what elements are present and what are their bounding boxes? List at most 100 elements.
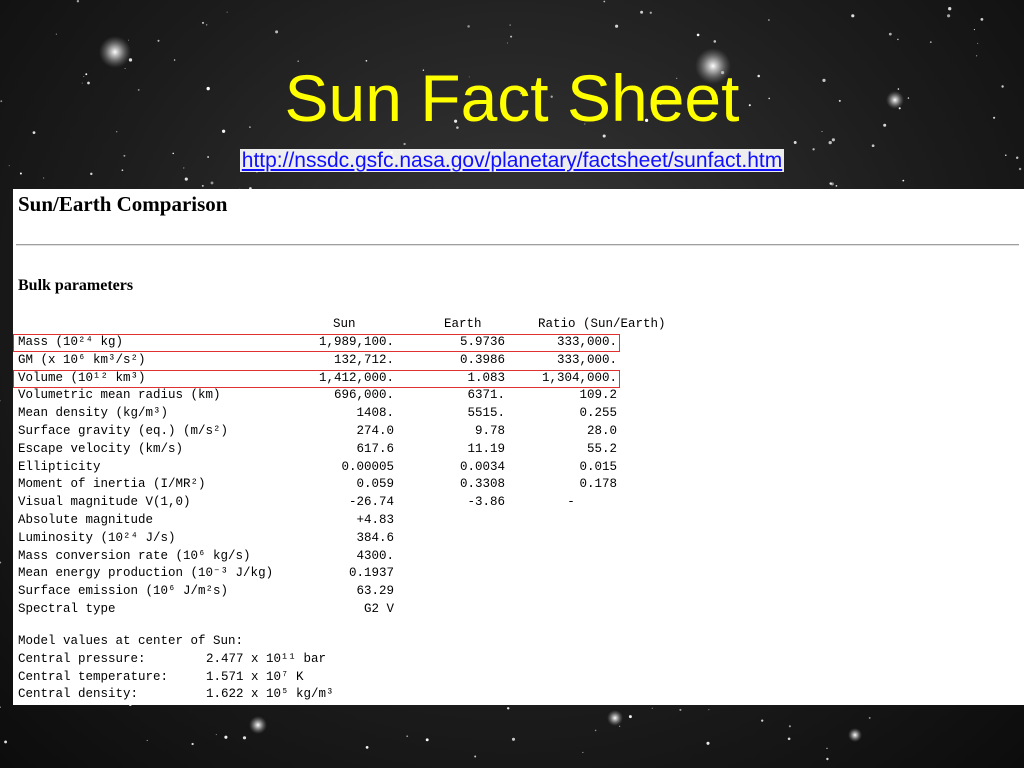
table-row: Surface emission (10⁶ J/m²s) 63.29 <box>13 583 713 601</box>
star <box>121 169 124 172</box>
sun-value: 63.29 <box>356 584 394 599</box>
star <box>1005 154 1007 157</box>
star <box>76 0 80 3</box>
star <box>81 82 83 84</box>
star <box>584 123 586 125</box>
star <box>851 14 855 18</box>
star <box>115 130 118 133</box>
star <box>594 729 597 732</box>
star <box>793 141 797 144</box>
center-value: 1.622 x 10⁵ kg/m³ <box>206 687 334 702</box>
earth-value: 1.083 <box>467 370 505 385</box>
star <box>297 60 299 62</box>
star <box>651 707 653 709</box>
sun-value: 132,712. <box>333 352 394 367</box>
sun-value: 617.6 <box>356 441 394 456</box>
ratio-value: 0.015 <box>579 459 617 474</box>
star <box>520 93 522 95</box>
parameter-name: Spectral type <box>18 601 116 616</box>
highlight-box <box>13 334 620 352</box>
star <box>468 76 470 78</box>
table-row: Mass conversion rate (10⁶ kg/s) 4300. <box>13 548 713 566</box>
table-row: Luminosity (10²⁴ J/s) 384.6 <box>13 530 713 548</box>
star <box>215 734 217 736</box>
fact-sheet-panel: Sun/Earth Comparison Bulk parameters Sun… <box>13 189 1024 705</box>
earth-value: -3.86 <box>467 495 505 510</box>
star <box>87 81 90 85</box>
star <box>221 129 226 133</box>
source-link[interactable]: http://nssdc.gsfc.nasa.gov/planetary/fac… <box>239 149 785 172</box>
star <box>736 118 738 120</box>
table-row: Escape velocity (km/s) 617.6 11.19 55.2 <box>13 441 713 459</box>
star <box>897 88 900 90</box>
parameter-name: Absolute magnitude <box>18 512 154 527</box>
ratio-value: 28.0 <box>586 423 617 438</box>
star <box>826 747 828 749</box>
star <box>42 177 45 179</box>
slide-title: Sun Fact Sheet <box>284 61 740 135</box>
earth-value: 0.0034 <box>459 459 505 474</box>
center-value-row: Central temperature: 1.571 x 10⁷ K <box>18 669 304 687</box>
star <box>403 142 406 146</box>
star <box>1015 156 1019 160</box>
table-row: Mean energy production (10⁻³ J/kg) 0.1937 <box>13 565 713 583</box>
star <box>85 73 88 76</box>
star <box>0 100 3 103</box>
parameter-name: Mean density (kg/m³) <box>18 406 169 421</box>
star <box>191 742 194 746</box>
star <box>137 88 140 91</box>
star <box>0 400 1 402</box>
star <box>249 126 251 128</box>
center-value-label: Central temperature: <box>18 669 169 684</box>
star <box>696 33 700 37</box>
star <box>226 11 228 13</box>
sun-value: +4.83 <box>356 512 394 527</box>
sun-value: 1,412,000. <box>318 370 394 385</box>
earth-value: 9.78 <box>474 423 505 438</box>
star <box>826 757 829 761</box>
star <box>615 24 619 28</box>
parameter-name: Mass conversion rate (10⁶ kg/s) <box>18 548 251 563</box>
star <box>787 737 791 741</box>
parameter-name: Surface gravity (eq.) (m/s²) <box>18 423 229 438</box>
sun-value: 4300. <box>356 548 394 563</box>
star <box>768 97 771 100</box>
star <box>550 95 553 98</box>
star <box>8 165 10 167</box>
star <box>509 24 511 26</box>
table-row: Moment of inertia (I/MR²) 0.059 0.3308 0.17… <box>13 476 713 494</box>
star <box>224 735 228 739</box>
ratio-value: 333,000. <box>556 335 617 349</box>
star <box>456 126 459 129</box>
star <box>201 21 205 24</box>
sun-value: G2 V <box>363 601 394 616</box>
horizontal-rule <box>16 244 1019 246</box>
star <box>980 18 984 21</box>
earth-value: 5515. <box>467 406 505 421</box>
star <box>993 116 996 119</box>
star <box>183 167 185 169</box>
star <box>242 736 247 740</box>
star <box>506 707 510 710</box>
star <box>4 740 8 744</box>
table-row: Volume (10¹² km³) 1,412,000. 1.083 1,304,00… <box>13 369 713 388</box>
ratio-value: 55.2 <box>586 441 617 456</box>
star <box>902 179 905 182</box>
parameter-name: Visual magnitude V(1,0) <box>18 495 191 510</box>
parameter-name: Luminosity (10²⁴ J/s) <box>18 530 176 545</box>
center-value-label: Central pressure: <box>18 651 146 666</box>
star <box>821 131 823 132</box>
table-row: Volumetric mean radius (km) 696,000. 6371.… <box>13 387 713 405</box>
sun-value: 274.0 <box>356 423 394 438</box>
sun-value: -26.74 <box>348 495 394 510</box>
star <box>768 19 770 21</box>
star <box>173 59 176 61</box>
ratio-value: 0.178 <box>579 477 617 492</box>
parameter-name: Mass (10²⁴ kg) <box>18 335 124 349</box>
center-value: 1.571 x 10⁷ K <box>206 669 304 684</box>
star <box>649 11 652 14</box>
parameter-name: Moment of inertia (I/MR²) <box>18 477 206 492</box>
center-value-label: Central density: <box>18 687 139 702</box>
star <box>603 0 606 3</box>
star <box>146 739 148 741</box>
